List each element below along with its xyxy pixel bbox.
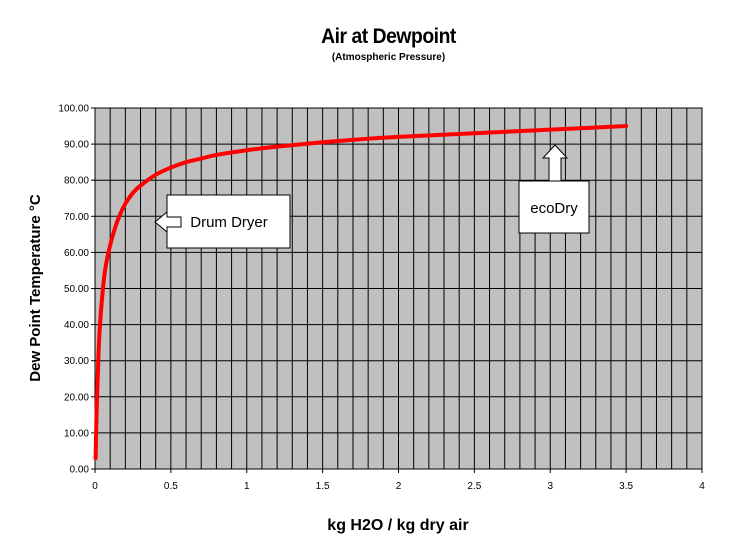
y-tick-label: 100.00	[58, 104, 89, 115]
y-tick-label: 0.00	[70, 465, 90, 476]
drum-dryer-label: Drum Dryer	[190, 214, 268, 231]
y-tick-label: 20.00	[64, 392, 89, 403]
x-axis-title: kg H2O / kg dry air	[327, 517, 468, 534]
drum-dryer-box	[166, 194, 291, 249]
x-tick-label: 3.5	[619, 481, 633, 492]
x-tick-label: 4	[699, 481, 705, 492]
y-tick-label: 70.00	[64, 212, 89, 223]
x-tick-label: 2.5	[467, 481, 481, 492]
x-tick-label: 1.5	[316, 481, 330, 492]
y-tick-label: 90.00	[64, 140, 89, 151]
ecodry-box	[518, 180, 590, 234]
drum-dryer-callout: Drum Dryer	[154, 194, 291, 249]
ecodry-arrow-icon	[541, 144, 569, 182]
x-tick-label: 3	[547, 481, 553, 492]
x-tick-label: 1	[244, 481, 250, 492]
axis-ticks: 0.00 10.00 20.00 30.00 40.00 50.00 60.00 70.00 8…	[58, 104, 705, 493]
x-tick-label: 0	[92, 481, 98, 492]
grid-lines	[95, 108, 702, 469]
y-tick-label: 30.00	[64, 356, 89, 367]
y-tick-label: 80.00	[64, 176, 89, 187]
chart-subtitle: (Atmospheric Pressure)	[331, 52, 446, 63]
dewpoint-curve	[93, 124, 629, 461]
x-tick-label: 2	[396, 481, 402, 492]
ecodry-callout: ecoDry	[518, 144, 590, 234]
y-tick-label: 10.00	[64, 428, 89, 439]
y-axis-title: Dew Point Temperature °C	[27, 194, 44, 382]
chart-title: Air at Dewpoint	[321, 25, 456, 48]
y-tick-label: 40.00	[64, 320, 89, 331]
drum-dryer-arrow-icon	[154, 210, 182, 234]
y-tick-label: 60.00	[64, 248, 89, 259]
x-tick-label: 0.5	[164, 481, 178, 492]
y-tick-label: 50.00	[64, 284, 89, 295]
ecodry-label: ecoDry	[530, 200, 578, 217]
